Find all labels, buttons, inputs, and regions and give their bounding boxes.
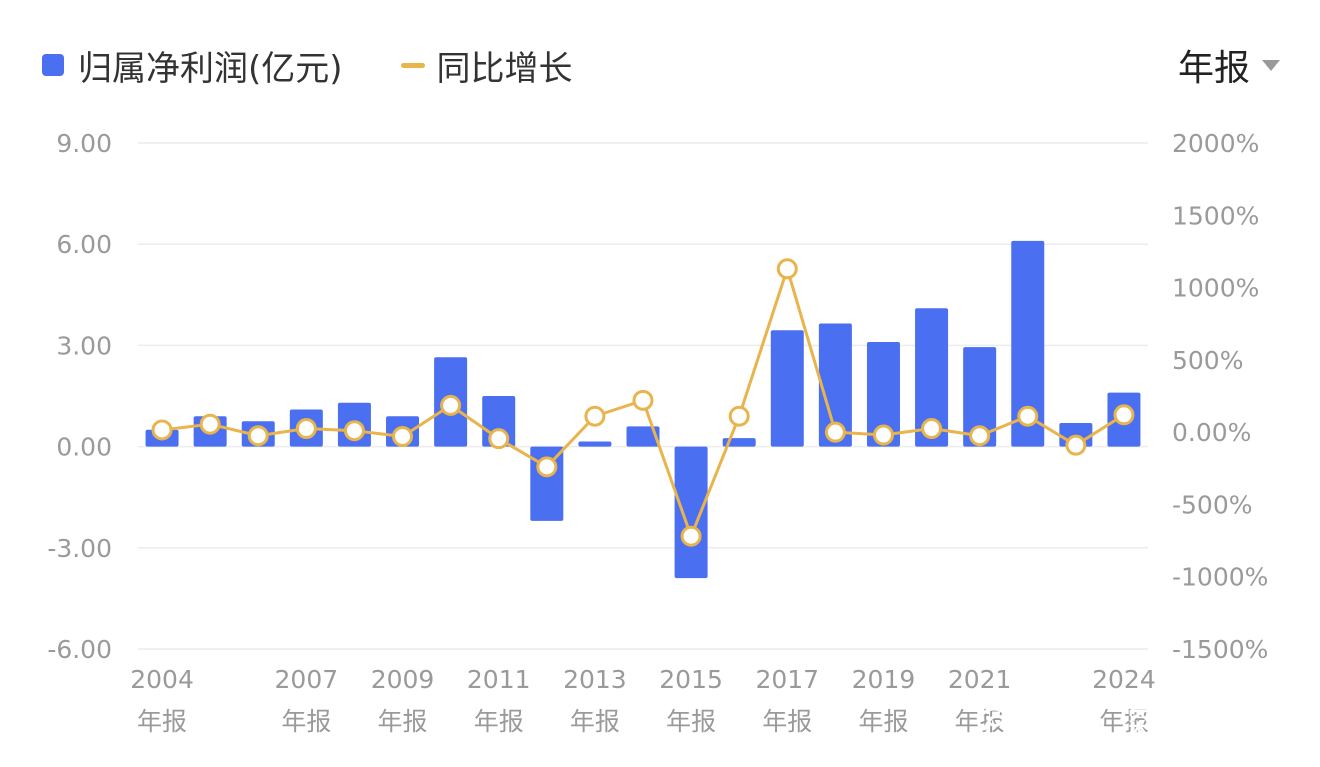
bar-2013[interactable] xyxy=(578,441,612,447)
left-y-axis: 9.00 6.00 3.00 0.00 -3.00 -6.00 xyxy=(47,129,112,664)
growth-point-2009[interactable] xyxy=(392,425,414,447)
x-axis-tick-suffix: 年报 xyxy=(570,707,620,736)
growth-point-2022[interactable] xyxy=(1017,405,1039,427)
x-axis-tick-year: 2021 xyxy=(948,665,1012,694)
grid-lines xyxy=(138,142,1148,650)
x-axis-tick-suffix: 年报 xyxy=(762,707,812,736)
right-axis-tick-label: -500% xyxy=(1172,490,1253,519)
right-axis-tick-label: 500% xyxy=(1172,346,1243,375)
left-axis-tick-label: 6.00 xyxy=(56,230,112,259)
bar-2014[interactable] xyxy=(626,426,660,447)
x-axis-tick-suffix: 年报 xyxy=(858,707,908,736)
growth-point-2012[interactable] xyxy=(536,456,558,478)
legend-line-swatch xyxy=(400,62,425,68)
x-axis-tick-year: 2019 xyxy=(852,665,916,694)
legend-item-yoy-growth[interactable]: 同比增长 xyxy=(400,41,573,90)
right-axis-tick-label: -1000% xyxy=(1172,563,1268,592)
period-selector-dropdown[interactable]: 年报 xyxy=(1178,40,1280,90)
x-axis-tick-year: 2015 xyxy=(659,665,723,694)
chart-legend: 归属净利润(亿元) 同比增长 xyxy=(42,40,631,90)
x-axis-tick-suffix: 年报 xyxy=(378,707,428,736)
line-series xyxy=(151,258,1135,547)
growth-point-2019[interactable] xyxy=(872,424,894,446)
right-axis-tick-label: 0.00% xyxy=(1172,418,1251,447)
right-y-axis: 2000% 1500% 1000% 500% 0.00% -500% -1000% -1500… xyxy=(1172,129,1268,664)
x-axis-tick-year: 2017 xyxy=(755,665,819,694)
x-axis-tick-year: 2009 xyxy=(371,665,435,694)
growth-point-2024[interactable] xyxy=(1113,404,1135,426)
watermark-logo-swirl xyxy=(982,714,1006,731)
bar-2020[interactable] xyxy=(915,308,949,447)
watermark: 雪球 · 深圳商报 xyxy=(977,706,1254,746)
x-axis-tick-suffix: 年报 xyxy=(474,707,524,736)
bar-2021[interactable] xyxy=(963,347,997,447)
left-axis-tick-label: 9.00 xyxy=(56,129,112,158)
x-axis-tick-year: 2004 xyxy=(130,665,194,694)
watermark-text: 雪球 · 深圳商报 xyxy=(1018,706,1254,746)
growth-point-2020[interactable] xyxy=(921,418,943,440)
growth-point-2004[interactable] xyxy=(151,419,173,441)
bar-2018[interactable] xyxy=(818,323,852,447)
x-axis-tick-suffix: 年报 xyxy=(666,707,716,736)
x-axis-tick-year: 2007 xyxy=(275,665,339,694)
x-axis-tick-suffix: 年报 xyxy=(137,707,187,736)
x-axis-tick-year: 2011 xyxy=(467,665,531,694)
growth-point-2006[interactable] xyxy=(247,425,269,447)
left-axis-tick-label: 0.00 xyxy=(56,433,112,462)
growth-point-2010[interactable] xyxy=(440,394,462,416)
bar-2017[interactable] xyxy=(770,330,804,447)
watermark-logo-icon xyxy=(977,707,1011,741)
legend-label-yoy-growth: 同比增长 xyxy=(436,48,573,89)
left-axis-tick-label: -6.00 xyxy=(47,635,112,664)
growth-point-2005[interactable] xyxy=(199,413,221,435)
growth-point-2007[interactable] xyxy=(295,418,317,440)
legend-bar-swatch xyxy=(42,54,64,76)
bar-2019[interactable] xyxy=(866,342,900,447)
bar-2015[interactable] xyxy=(674,446,708,579)
x-axis-tick-suffix: 年报 xyxy=(281,707,331,736)
chevron-down-icon xyxy=(1262,59,1280,71)
x-axis-tick-year: 2013 xyxy=(563,665,627,694)
x-axis-tick-suffix: 年报 xyxy=(1099,707,1149,736)
growth-point-2015[interactable] xyxy=(680,525,702,547)
growth-point-2017[interactable] xyxy=(776,258,798,280)
growth-point-2013[interactable] xyxy=(584,405,606,427)
right-axis-tick-label: 1000% xyxy=(1172,274,1259,303)
growth-point-2016[interactable] xyxy=(728,405,750,427)
bar-2022[interactable] xyxy=(1011,240,1045,447)
growth-point-2008[interactable] xyxy=(343,420,365,442)
right-axis-tick-label: 2000% xyxy=(1172,129,1259,158)
x-axis: 2004 年报 2007 年报 2009 年报 2011 年报 2013 年报 2015 年报 2017… xyxy=(130,665,1156,736)
left-axis-tick-label: -3.00 xyxy=(47,534,112,563)
growth-point-2014[interactable] xyxy=(632,389,654,411)
period-selector-label: 年报 xyxy=(1177,48,1250,89)
growth-point-2011[interactable] xyxy=(488,428,510,450)
right-axis-tick-label: -1500% xyxy=(1172,635,1268,664)
legend-label-net-profit: 归属净利润(亿元) xyxy=(78,48,343,89)
legend-item-net-profit[interactable]: 归属净利润(亿元) xyxy=(42,41,343,90)
right-axis-tick-label: 1500% xyxy=(1172,201,1259,230)
growth-point-2018[interactable] xyxy=(824,421,846,443)
growth-point-2021[interactable] xyxy=(969,425,991,447)
x-axis-tick-year: 2024 xyxy=(1092,665,1156,694)
left-axis-tick-label: 3.00 xyxy=(56,331,112,360)
growth-point-2023[interactable] xyxy=(1065,434,1087,456)
